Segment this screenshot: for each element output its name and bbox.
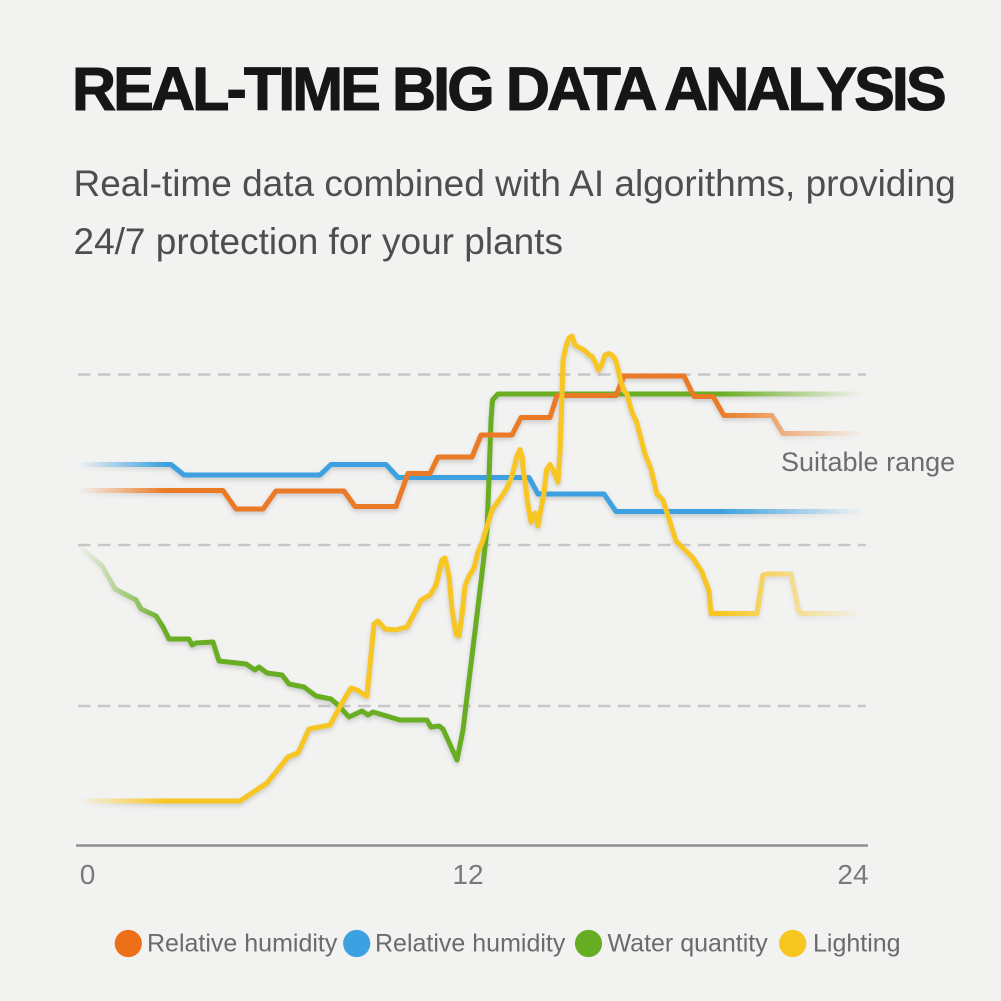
svg-text:0: 0	[80, 859, 96, 890]
svg-text:Relative humidity: Relative humidity	[375, 930, 566, 958]
svg-text:24: 24	[837, 859, 868, 890]
svg-text:24/7 protection for your plant: 24/7 protection for your plants	[74, 221, 564, 262]
svg-text:Lighting: Lighting	[813, 930, 901, 958]
svg-text:12: 12	[452, 859, 483, 890]
svg-text:Real-time data combined with A: Real-time data combined with AI algorith…	[74, 163, 956, 204]
svg-text:Suitable range: Suitable range	[781, 447, 955, 477]
svg-text:Water quantity: Water quantity	[608, 930, 769, 958]
svg-text:REAL-TIME BIG DATA ANALYSIS: REAL-TIME BIG DATA ANALYSIS	[72, 55, 945, 123]
svg-text:Relative humidity: Relative humidity	[147, 930, 338, 958]
